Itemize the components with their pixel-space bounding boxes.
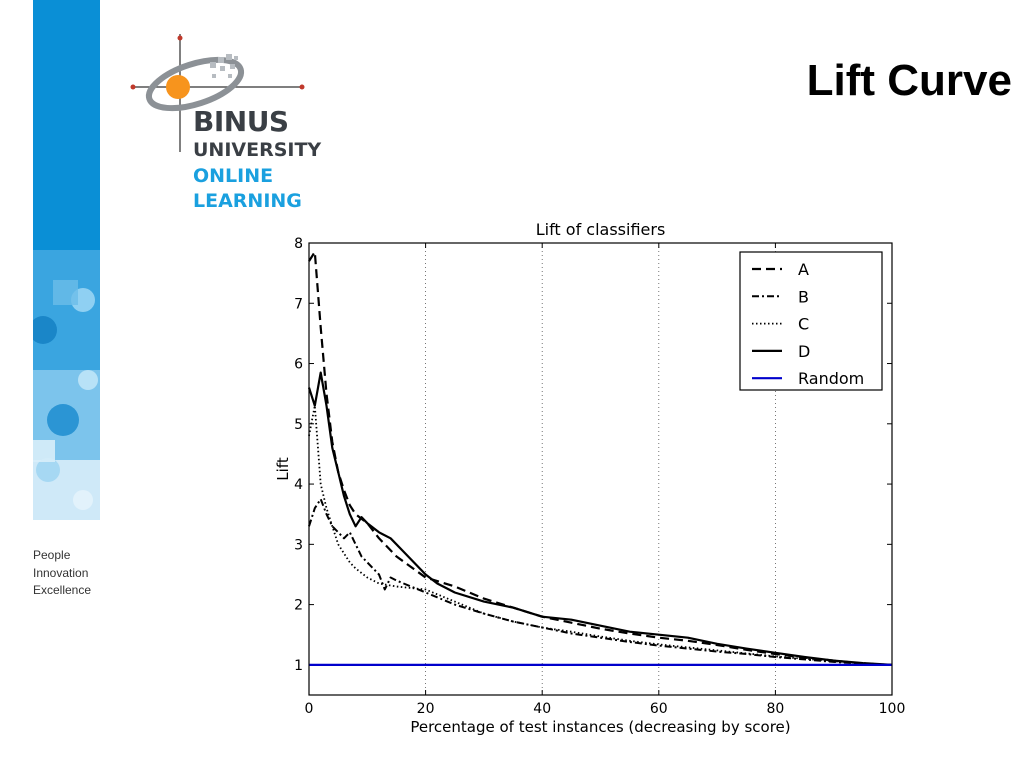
y-tick-label: 6 (294, 357, 303, 373)
y-tick-label: 7 (294, 296, 303, 312)
tagline-line: Excellence (33, 583, 92, 597)
y-tick-label: 2 (294, 598, 303, 614)
x-tick-label: 60 (650, 701, 668, 717)
y-tick-label: 8 (294, 236, 303, 252)
x-tick-label: 20 (417, 701, 435, 717)
y-tick-label: 3 (294, 537, 303, 553)
tagline: People Innovation Excellence (33, 547, 123, 600)
legend-label: D (798, 342, 810, 361)
tagline-line: Innovation (33, 565, 89, 580)
side-decoration-stripe (33, 0, 100, 520)
x-tick-label: 100 (879, 701, 906, 717)
plot-frame (308, 242, 893, 696)
y-tick-label: 5 (294, 417, 303, 433)
brand-learning: LEARNING (193, 190, 302, 212)
series-line-c (308, 404, 893, 666)
series-line-b (308, 498, 893, 666)
brand-university: UNIVERSITY (193, 139, 322, 161)
legend-label: B (798, 287, 809, 306)
legend-label: C (798, 315, 809, 334)
x-tick-label: 40 (533, 701, 551, 717)
tagline-line: People (33, 548, 71, 562)
y-tick-label: 4 (294, 477, 303, 493)
series-line-d (307, 371, 893, 666)
x-tick-label: 0 (305, 701, 314, 717)
slide-title: Lift Curve (806, 56, 1012, 105)
x-tick-label: 80 (766, 701, 784, 717)
brand-name: BINUS (193, 105, 289, 138)
binus-logo (130, 34, 305, 152)
legend-box (739, 251, 883, 391)
lift-chart: 0 20 40 60 80 100 1 2 3 4 5 6 7 8 Lift of classifiers P… (274, 220, 906, 736)
legend-label: A (798, 260, 809, 279)
x-axis-label: Percentage of test instances (decreasing… (410, 718, 790, 736)
chart-title: Lift of classifiers (536, 220, 666, 239)
y-tick-label: 1 (294, 658, 303, 674)
series-line-a (308, 250, 893, 666)
brand-online: ONLINE (193, 165, 274, 187)
y-axis-label: Lift (274, 457, 292, 481)
legend-label: Random (798, 369, 864, 388)
